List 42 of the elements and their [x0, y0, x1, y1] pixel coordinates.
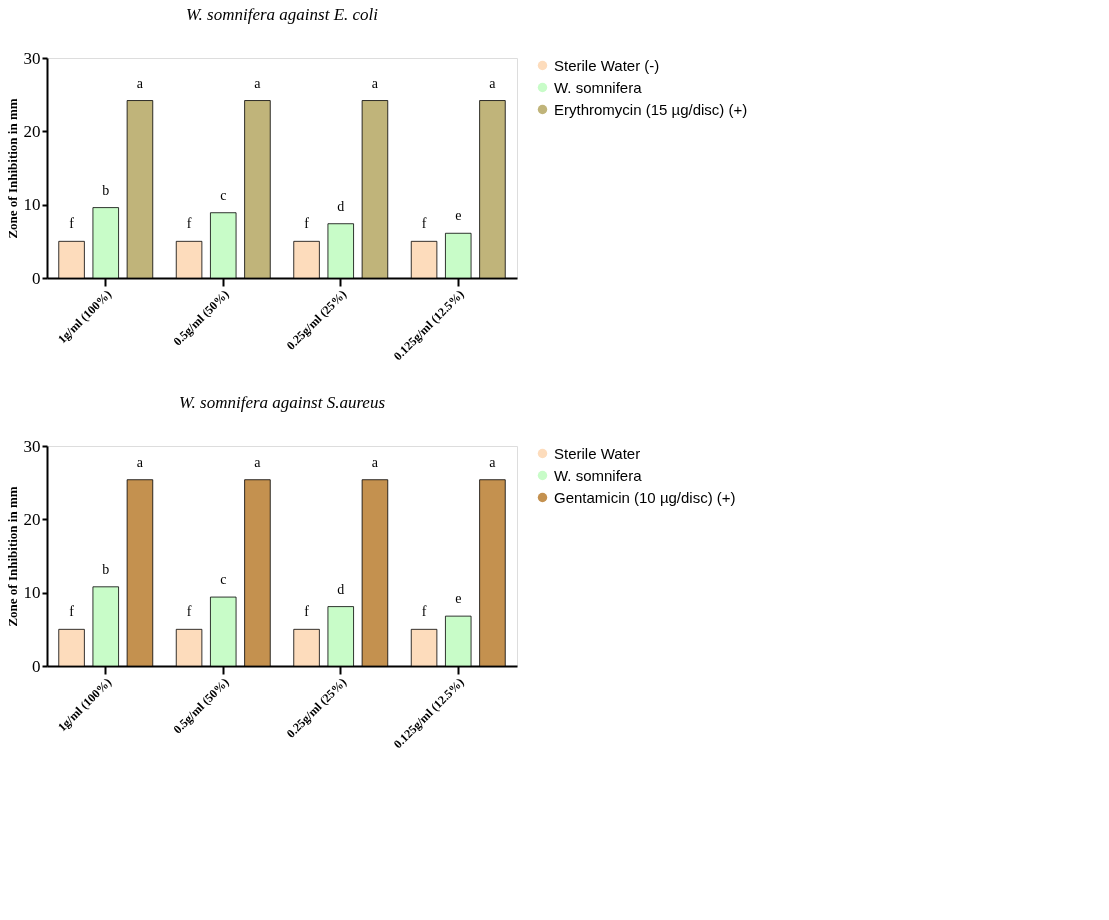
y-tick-label: 20 [23, 121, 41, 141]
data-label: a [254, 75, 262, 91]
y-tick-label: 20 [23, 509, 41, 529]
data-label: f [69, 216, 75, 232]
data-label: b [102, 561, 110, 577]
data-label: f [421, 604, 427, 620]
y-tick-label: 30 [23, 48, 41, 68]
legend-label: Sterile Water [554, 444, 641, 462]
data-label: a [489, 454, 497, 470]
data-label: f [421, 216, 427, 232]
y-tick-label: 30 [23, 436, 41, 456]
y-tick-label: 10 [23, 583, 41, 603]
y-tick-label: 0 [32, 268, 41, 288]
data-label: f [186, 604, 192, 620]
data-label: e [455, 208, 462, 224]
legend-label: Sterile Water (-) [554, 56, 660, 74]
data-label: a [489, 75, 497, 91]
data-label: a [254, 454, 262, 470]
data-label: a [136, 75, 144, 91]
data-label: f [69, 604, 75, 620]
chart-title: W. somnifera against S.aureus [178, 393, 386, 412]
y-axis-title: Zone of Inhibition in mm [4, 486, 20, 627]
data-label: f [304, 216, 310, 232]
data-label: f [186, 216, 192, 232]
data-label: c [220, 572, 227, 588]
legend-label: Gentamicin (10 µg/disc) (+) [554, 488, 736, 506]
data-label: c [220, 187, 227, 203]
legend-label: W. somnifera [554, 466, 643, 484]
data-label: e [455, 591, 462, 607]
data-label: f [304, 604, 310, 620]
chart-title: W. somnifera against E. coli [185, 5, 379, 24]
legend-label: Erythromycin (15 µg/disc) (+) [554, 100, 748, 118]
data-label: a [371, 75, 379, 91]
y-tick-label: 0 [32, 656, 41, 676]
data-label: a [371, 454, 379, 470]
data-label: d [337, 198, 345, 214]
legend-label: W. somnifera [554, 78, 643, 96]
data-label: d [337, 581, 345, 597]
y-tick-label: 10 [23, 195, 41, 215]
data-label: a [136, 454, 144, 470]
y-axis-title: Zone of Inhibition in mm [4, 98, 20, 239]
data-label: b [102, 182, 110, 198]
